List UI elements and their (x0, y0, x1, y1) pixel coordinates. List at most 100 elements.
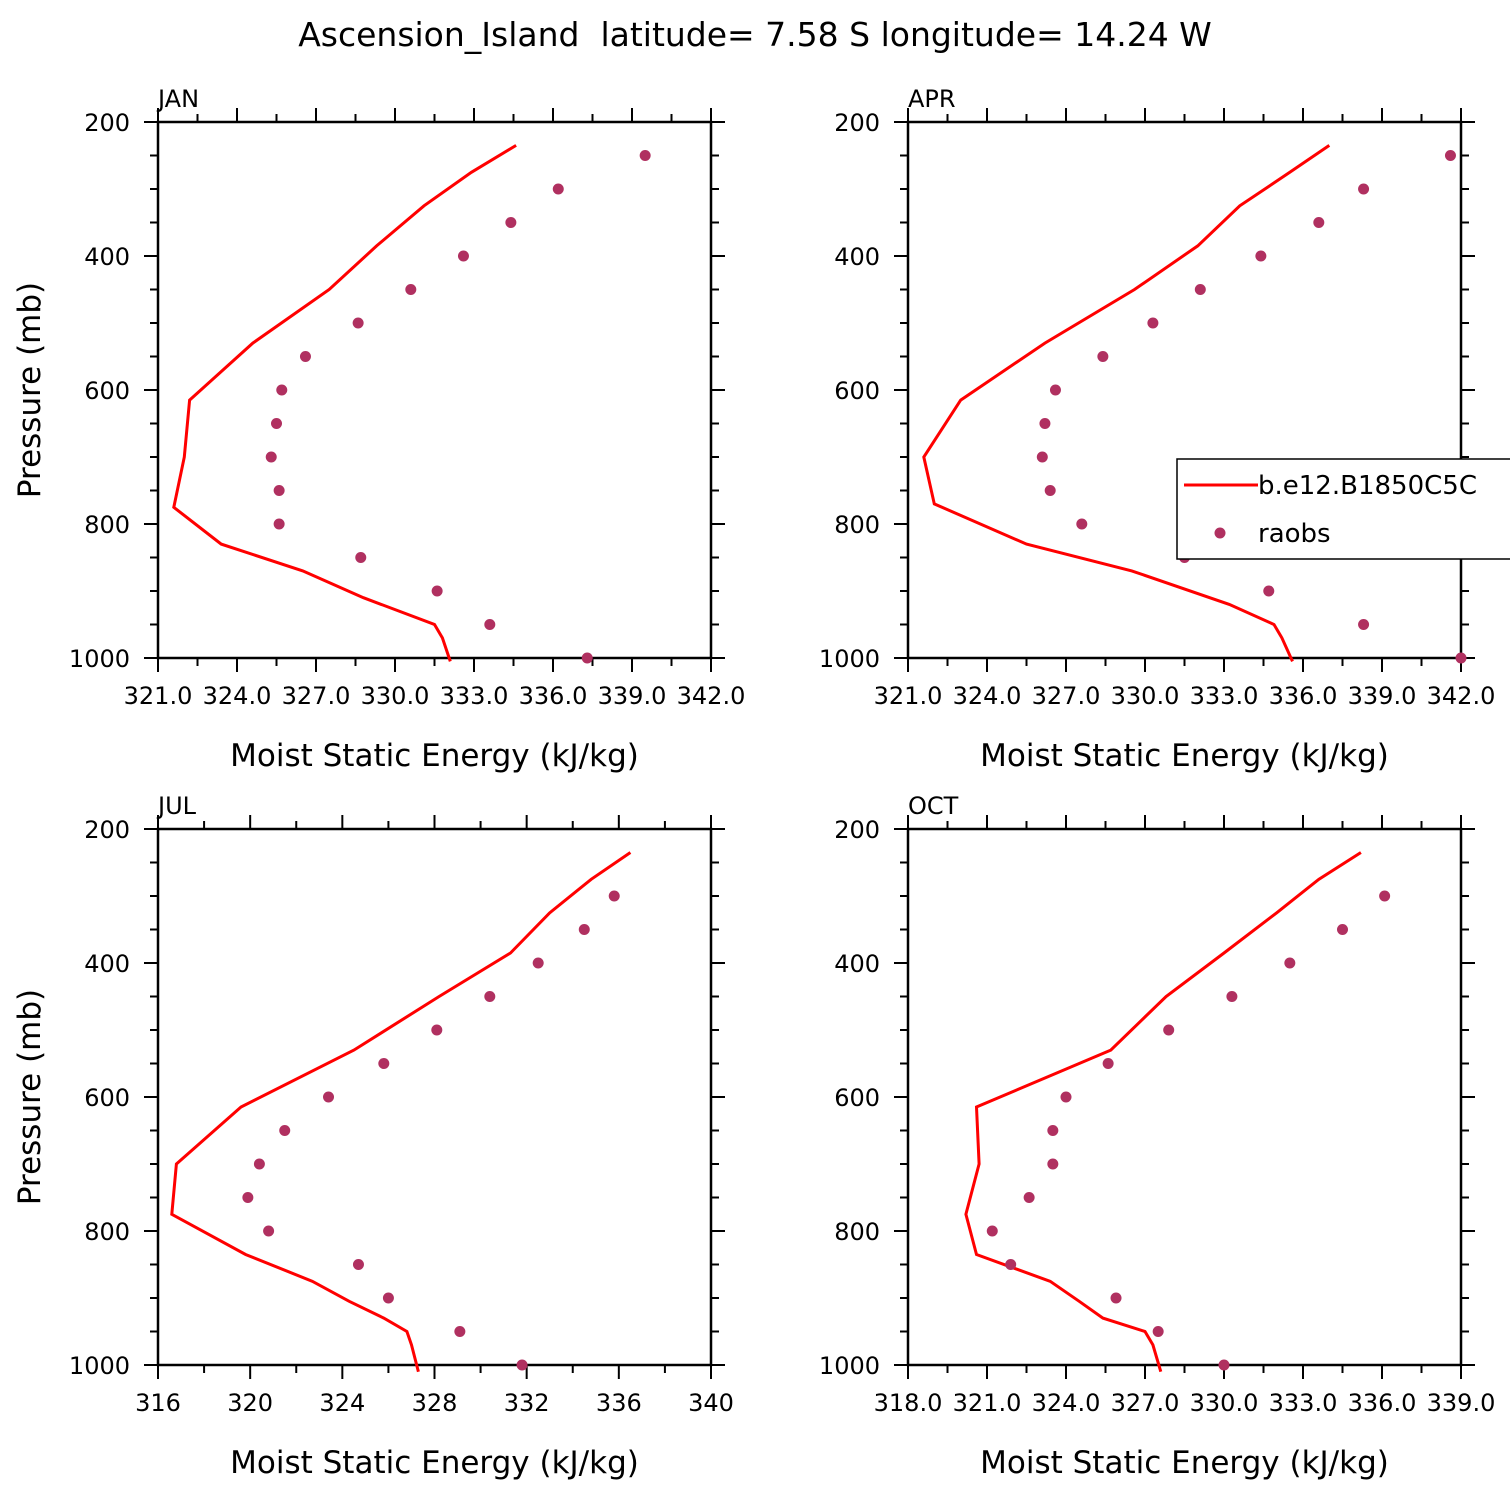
obs-point (1218, 1359, 1230, 1371)
obs-point (1284, 957, 1296, 969)
y-tick-label: 600 (834, 377, 880, 405)
panel-apr: 321.0 324.0 327.0 330.0 333.0 336.0 339.0 342.0… (819, 85, 1495, 774)
x-axis-label: Moist Static Energy (kJ/kg) (980, 738, 1389, 774)
obs-point (1255, 250, 1267, 262)
obs-point (1039, 418, 1051, 429)
y-tick-label: 200 (84, 816, 130, 844)
x-tick-label: 336.0 (519, 682, 588, 710)
obs-point (378, 1058, 390, 1069)
obs-point (1036, 451, 1048, 463)
obs-point (279, 1125, 291, 1136)
obs-point (1047, 1125, 1059, 1136)
obs-point (1147, 317, 1159, 329)
obs-point (457, 250, 469, 262)
y-tick-label: 800 (834, 1218, 880, 1246)
figure-title: Ascension_Island latitude= 7.58 S longit… (298, 15, 1212, 54)
y-tick-label: 200 (84, 109, 130, 137)
x-tick-label: 332 (504, 1389, 550, 1417)
panel-label: APR (908, 85, 956, 113)
obs-point (578, 924, 590, 935)
obs-point (552, 183, 564, 195)
obs-point (639, 150, 651, 161)
plot-frame (156, 827, 713, 1367)
panel-label: JAN (156, 85, 199, 113)
x-tick-label: 328 (412, 1389, 458, 1417)
obs-point (265, 451, 277, 463)
plot-frame (156, 120, 713, 660)
obs-point (273, 518, 285, 530)
x-tick-label: 330.0 (1111, 682, 1180, 710)
obs-point (1076, 518, 1088, 530)
obs-point (1049, 384, 1061, 396)
x-tick-label: 339.0 (598, 682, 667, 710)
panel-jan: 321.0 324.0 327.0 330.0 333.0 336.0 339.0 342.0… (12, 85, 745, 774)
obs-point (1194, 284, 1206, 295)
obs-point (405, 284, 417, 295)
x-tick-label: 336 (596, 1389, 642, 1417)
x-tick-label: 333.0 (1269, 1389, 1338, 1417)
obs-point (484, 991, 496, 1002)
y-tick-label: 800 (84, 511, 130, 539)
obs-point (352, 317, 364, 329)
obs-point (299, 351, 311, 362)
obs-point (431, 1024, 443, 1036)
y-tick-label: 1000 (69, 645, 130, 673)
legend-obs-swatch (1214, 527, 1226, 539)
obs-point (253, 1158, 265, 1170)
y-tick-label: 600 (84, 377, 130, 405)
obs-point (1455, 652, 1467, 664)
obs-point (1102, 1058, 1114, 1069)
obs-point (1005, 1259, 1017, 1270)
legend-box (1176, 458, 1510, 560)
obs-point (1358, 619, 1370, 630)
x-tick-label: 316 (135, 1389, 181, 1417)
y-tick-label: 200 (834, 816, 880, 844)
obs-point (454, 1326, 466, 1337)
obs-point (1313, 217, 1325, 228)
y-tick-label: 800 (84, 1218, 130, 1246)
plot-frame (906, 827, 1463, 1367)
obs-point (276, 384, 288, 396)
plot-frame (906, 120, 1463, 660)
y-tick-label: 400 (84, 243, 130, 271)
x-tick-label: 339.0 (1348, 682, 1417, 710)
obs-point (1152, 1326, 1164, 1337)
x-tick-label: 321.0 (124, 682, 193, 710)
obs-point (1023, 1192, 1035, 1203)
x-tick-label: 327.0 (1111, 1389, 1180, 1417)
y-tick-label: 200 (834, 109, 880, 137)
x-tick-label: 327.0 (1032, 682, 1101, 710)
y-tick-label: 800 (834, 511, 880, 539)
obs-point (273, 485, 285, 496)
obs-point (323, 1091, 335, 1103)
x-tick-label: 330.0 (1190, 1389, 1259, 1417)
obs-point (382, 1292, 394, 1304)
obs-point (1110, 1292, 1122, 1304)
obs-point (505, 217, 517, 228)
x-axis-label: Moist Static Energy (kJ/kg) (230, 1445, 639, 1481)
obs-point (431, 585, 443, 597)
x-tick-label: 339.0 (1427, 1389, 1496, 1417)
y-tick-label: 600 (84, 1084, 130, 1112)
obs-point (1163, 1024, 1175, 1036)
obs-point (271, 418, 282, 429)
obs-point (352, 1259, 364, 1270)
x-tick-label: 324.0 (203, 682, 272, 710)
x-axis-label: Moist Static Energy (kJ/kg) (230, 738, 639, 774)
legend: b.e12.B1850C5C raobs (1176, 458, 1510, 560)
obs-point (1097, 351, 1109, 362)
y-tick-label: 400 (84, 950, 130, 978)
x-tick-label: 336.0 (1269, 682, 1338, 710)
obs-point (1444, 150, 1456, 161)
model-series-line (172, 144, 517, 662)
x-axis-label: Moist Static Energy (kJ/kg) (980, 1445, 1389, 1481)
model-series-line (170, 851, 632, 1373)
model-series-line (922, 144, 1331, 663)
x-tick-label: 336.0 (1348, 1389, 1417, 1417)
x-tick-label: 342.0 (677, 682, 746, 710)
obs-point (1044, 485, 1056, 496)
obs-point (1337, 924, 1348, 935)
obs-point (581, 652, 593, 664)
obs-point (986, 1225, 998, 1237)
obs-point (1047, 1158, 1059, 1170)
